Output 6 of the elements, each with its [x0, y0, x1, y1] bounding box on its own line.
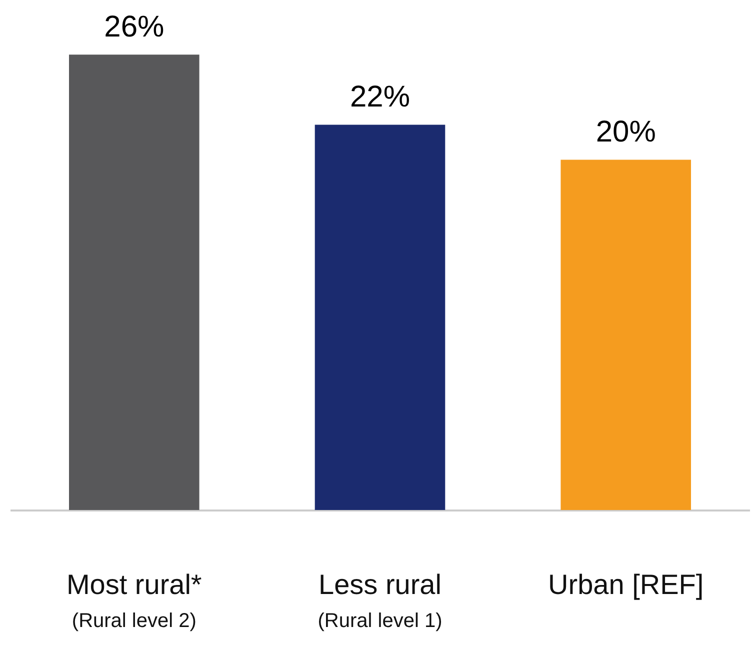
data-label: 22% [350, 80, 410, 114]
x-tick-label: Urban [REF] [548, 569, 704, 600]
data-label: 20% [596, 116, 656, 149]
data-label: 26% [104, 10, 164, 44]
category-label: Most rural* (Rural level 2) [66, 569, 202, 632]
category-label: Less rural (Rural level 1) [318, 569, 442, 632]
